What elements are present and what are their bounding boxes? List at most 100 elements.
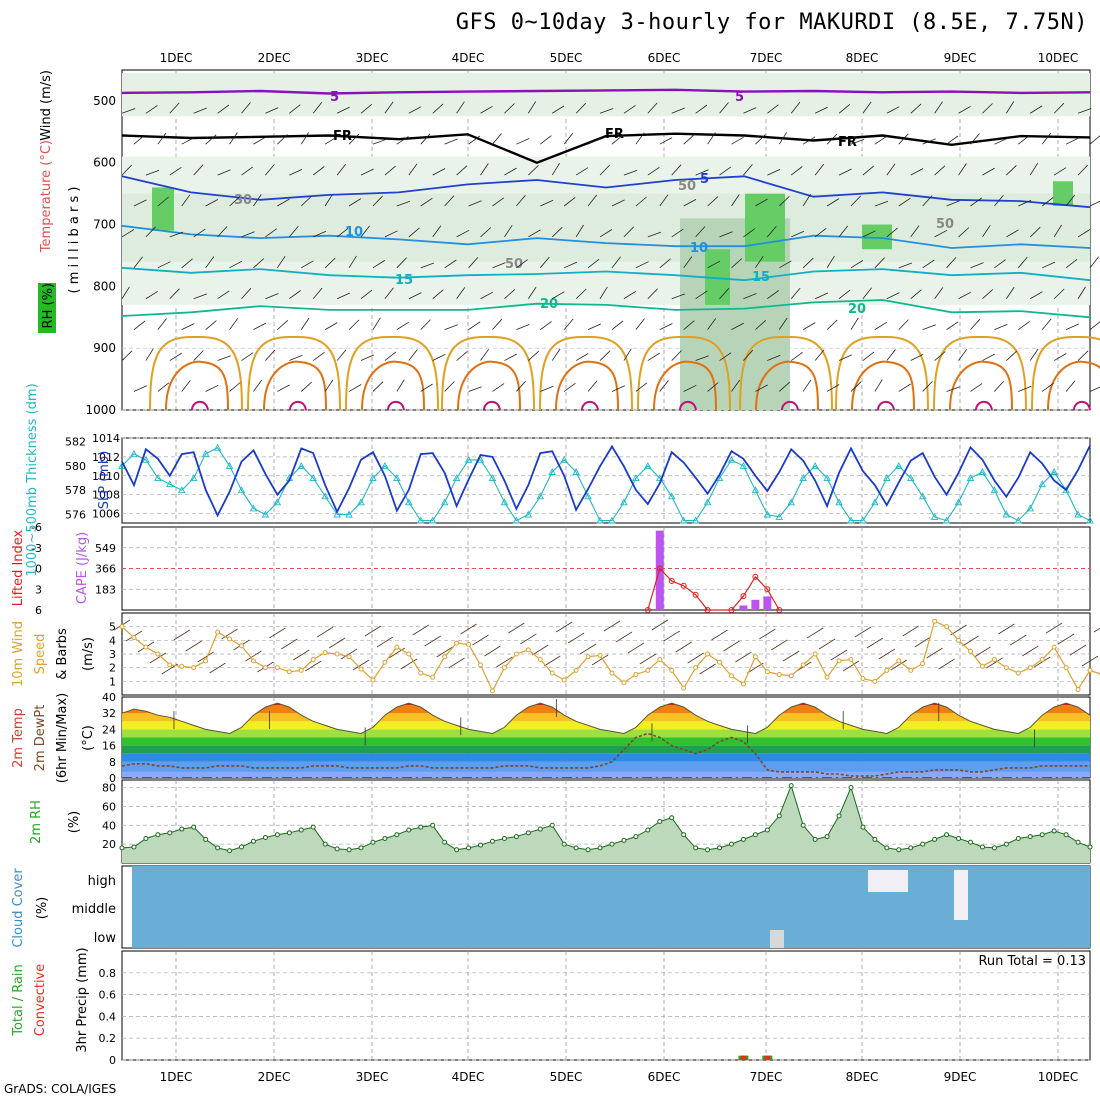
axis-label-precip-total: Total / Rain	[11, 964, 26, 1037]
wind-barb-10m	[567, 632, 585, 644]
wind-barb	[348, 133, 360, 145]
wind-barb	[599, 229, 613, 238]
lifted-index-point	[752, 573, 759, 580]
wind-barb	[527, 101, 537, 114]
wind-barb	[695, 355, 709, 361]
wind-speed-point	[513, 651, 519, 657]
wind-barb	[862, 230, 876, 238]
rh-point	[454, 847, 460, 853]
wind-barb	[1089, 321, 1100, 330]
wind-barb-10m	[173, 629, 190, 641]
wind-barb	[1089, 386, 1100, 392]
y-tick-label: 3	[35, 583, 42, 596]
wind-speed-point	[908, 667, 914, 673]
wind-barb	[265, 164, 275, 176]
lifted-index-point	[680, 582, 687, 589]
wind-barb-10m	[854, 626, 872, 638]
wind-barb	[312, 287, 323, 299]
temp-color-band	[122, 761, 1090, 772]
wind-barb	[779, 260, 792, 269]
wind-speed-point	[322, 650, 328, 656]
wind-barb	[1065, 258, 1078, 269]
wind-barb	[683, 320, 695, 330]
wind-barb	[731, 194, 740, 207]
rh-area	[122, 785, 1090, 863]
wind-barb	[743, 164, 753, 176]
wind-barb	[647, 288, 658, 300]
wind-barb	[731, 136, 744, 145]
wind-speed-point	[1027, 665, 1033, 671]
rh-point	[179, 826, 185, 832]
wind-barb	[994, 380, 1005, 392]
wind-barb	[1017, 256, 1028, 269]
wind-speed-point	[585, 654, 591, 660]
tick-label-top: 5DEC	[550, 51, 583, 65]
wind-barb	[958, 163, 967, 176]
contour-label: 50	[505, 257, 523, 272]
wind-barb-10m	[699, 663, 716, 675]
wind-barb	[1065, 323, 1080, 331]
wind-barb	[300, 381, 312, 392]
wind-speed-point	[860, 676, 866, 682]
tick-label-top: 10DEC	[1038, 51, 1078, 65]
wind-speed-point	[262, 665, 268, 671]
wind-barb-10m	[496, 656, 513, 668]
wind-barb-10m	[830, 649, 848, 661]
wind-barb	[432, 168, 446, 176]
isotherm-boundary-hot	[483, 400, 501, 411]
credit-text: GrADS: COLA/IGES	[4, 1082, 117, 1096]
wind-barb	[372, 317, 381, 330]
y-tick-label: 500	[93, 94, 116, 108]
wind-barb	[372, 195, 383, 207]
wind-barb	[456, 287, 466, 299]
wind-barb-10m	[364, 625, 382, 637]
cloud-cover-clear	[868, 870, 908, 892]
wind-barb	[922, 195, 933, 207]
thickness-point	[309, 474, 317, 482]
wind-barb	[994, 259, 1006, 269]
rh-point	[872, 836, 878, 842]
wind-speed-point	[358, 666, 364, 672]
wind-barb	[862, 101, 872, 114]
wind-barb	[683, 199, 697, 207]
wind-barb-10m	[962, 635, 979, 647]
y-tick-label: 578	[65, 484, 86, 497]
tick-label-top: 3DEC	[356, 51, 389, 65]
wind-barb	[145, 226, 156, 238]
wind-barb	[934, 165, 946, 176]
cape-bar	[751, 599, 760, 610]
cape-bar	[739, 605, 748, 610]
wind-speed-point	[573, 667, 579, 673]
wind-speed-point	[418, 670, 424, 676]
wind-barb	[683, 134, 695, 145]
wind-barb	[372, 260, 386, 269]
thickness-point	[393, 474, 401, 482]
y-tick-label: 576	[65, 509, 86, 522]
wind-barb	[480, 105, 493, 114]
isotherm-boundary-hot	[191, 400, 209, 411]
wind-speed-point	[824, 674, 830, 680]
wind-barb-10m	[723, 640, 740, 652]
wind-barb	[838, 168, 852, 176]
thickness-point	[835, 498, 843, 506]
rh-point	[633, 834, 639, 840]
wind-barb	[575, 224, 584, 238]
wind-barb-10m	[998, 623, 1015, 635]
wind-speed-point	[597, 652, 603, 658]
isotherm-boundary	[441, 336, 535, 411]
wind-barb	[504, 103, 515, 114]
wind-barb	[551, 226, 563, 238]
wind-barb	[611, 256, 621, 269]
wind-barb	[850, 195, 861, 207]
thickness-point	[1002, 510, 1011, 518]
wind-barb-10m	[687, 652, 704, 664]
wind-barb-10m	[544, 655, 561, 667]
wind-barb	[731, 258, 743, 269]
y-tick-label: 6	[35, 604, 42, 617]
wind-barb	[874, 200, 889, 207]
wind-barb	[970, 262, 984, 269]
wind-barb	[910, 168, 924, 176]
wind-barb	[575, 288, 587, 300]
wind-barb	[1041, 382, 1054, 392]
